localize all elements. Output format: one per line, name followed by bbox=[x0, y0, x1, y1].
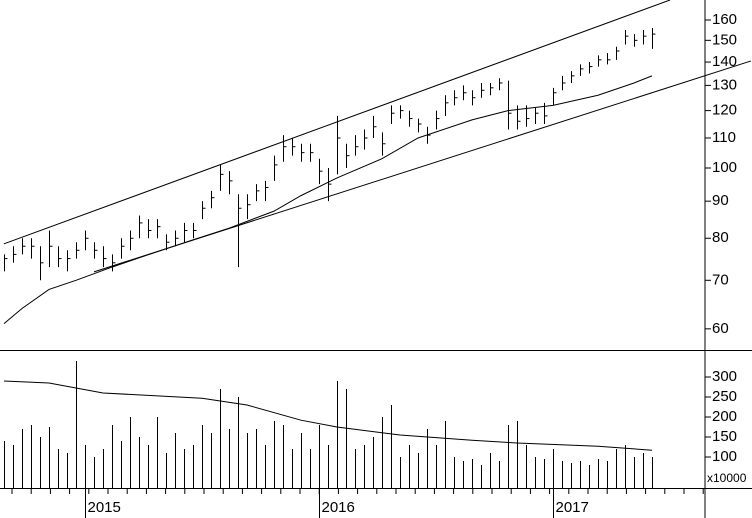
y-tick-label: 110 bbox=[712, 129, 736, 146]
y-tick-label: 60 bbox=[712, 320, 729, 337]
y-tick-label: 300 bbox=[712, 368, 737, 385]
y-tick-label: 90 bbox=[712, 192, 729, 209]
y-tick-label: 100 bbox=[712, 159, 737, 176]
y-tick-label: 100 bbox=[712, 448, 737, 465]
y-tick-label: 80 bbox=[712, 229, 729, 246]
moving-average bbox=[3, 75, 653, 325]
y-tick-label: 70 bbox=[712, 271, 729, 288]
y-tick-label: 250 bbox=[712, 388, 737, 405]
unit-label: x10000 bbox=[707, 471, 747, 485]
x-tick-label: 2017 bbox=[556, 499, 589, 516]
y-tick-label: 150 bbox=[712, 428, 737, 445]
moving-average bbox=[3, 380, 653, 451]
y-tick-label: 160 bbox=[712, 11, 737, 28]
y-tick-label: 200 bbox=[712, 408, 737, 425]
x-tick-label: 2016 bbox=[322, 499, 355, 516]
y-tick-label: 130 bbox=[712, 76, 737, 93]
y-tick-label: 120 bbox=[712, 102, 737, 119]
trend-line bbox=[3, 0, 671, 245]
trend-line bbox=[93, 60, 752, 273]
x-tick-label: 2015 bbox=[88, 499, 121, 516]
y-tick-label: 150 bbox=[712, 31, 737, 48]
y-tick-label: 140 bbox=[712, 53, 737, 70]
